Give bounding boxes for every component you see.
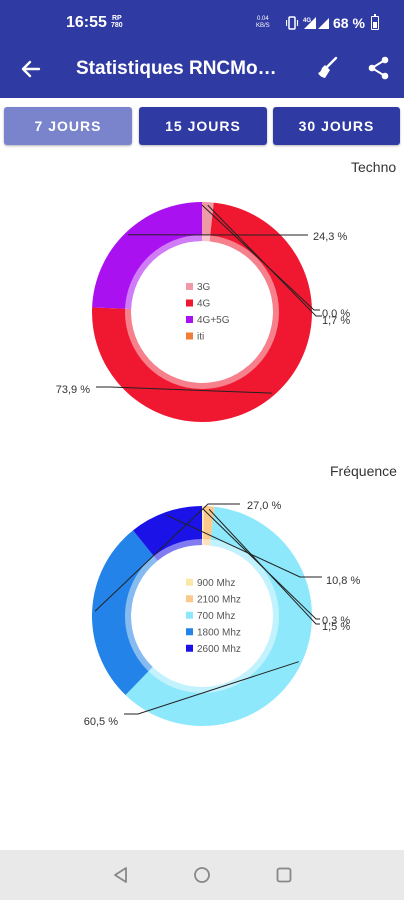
- battery-percent: 68 %: [333, 15, 365, 31]
- status-icons: 4G: [286, 16, 329, 30]
- slice-3g: [202, 202, 214, 242]
- leader-line-4g: [96, 386, 272, 394]
- legend-swatch-4g-5g: [186, 316, 193, 323]
- donut-inner-ring: [125, 235, 279, 389]
- tab-15-jours[interactable]: 15 JOURS: [139, 107, 267, 145]
- techno-donut-chart: 3G 4G 4G+5G iti 1,7 % 73,9 % 24,3 % 0,0 %: [56, 202, 350, 423]
- chart-title-techno: Techno: [351, 159, 397, 175]
- legend-swatch-4g: [186, 299, 193, 307]
- chart-title-frequence: Fréquence: [330, 463, 397, 479]
- leader-line-2100-mhz: [208, 508, 320, 625]
- donut-inner-ring: [125, 539, 279, 693]
- legend-swatch-3g: [186, 283, 193, 290]
- status-time: 16:55: [66, 14, 107, 31]
- frequence-donut-chart: 900 Mhz 2100 Mhz 700 Mhz 1800 Mhz 2600 Mhz 0,…: [84, 500, 361, 728]
- slice-1800-mhz: [91, 530, 158, 696]
- legend-swatch-700-mhz: [186, 611, 193, 619]
- legend-swatch-2100-mhz: [186, 595, 193, 603]
- battery-icon: [371, 14, 379, 30]
- legend-label-1800-mhz: 1800 Mhz: [197, 627, 241, 638]
- tab-7-jours[interactable]: 7 JOURS: [4, 107, 132, 145]
- slice-4g: [91, 202, 312, 423]
- leader-line-900-mhz: [202, 508, 320, 620]
- legend-swatch-1800-mhz: [186, 628, 193, 636]
- home-circle-icon[interactable]: [193, 866, 211, 884]
- legend-label-2100-mhz: 2100 Mhz: [197, 594, 241, 605]
- legend-label-3g: 3G: [197, 282, 211, 293]
- svg-text:4G: 4G: [303, 18, 311, 24]
- value-label-900-mhz: 0,3 %: [322, 615, 350, 627]
- back-triangle-icon[interactable]: [112, 866, 130, 884]
- legend-label-700-mhz: 700 Mhz: [197, 611, 235, 622]
- signal-4g-icon: 4G: [303, 17, 316, 29]
- network-speed: 0.04 KB/S: [256, 16, 270, 30]
- value-label-2100-mhz: 1,5 %: [322, 621, 350, 633]
- status-bar: 16:55 RP 780 0.04 KB/S 4G 68 %: [0, 0, 404, 40]
- speed-unit: KB/S: [256, 23, 270, 29]
- speed-value: 0.04: [257, 16, 269, 22]
- recents-square-icon[interactable]: [275, 866, 293, 884]
- legend-label-4g: 4G: [197, 299, 211, 310]
- value-label-3g: 1,7 %: [322, 315, 350, 327]
- slice-2100-mhz: [203, 506, 215, 546]
- rp-indicator: RP 780: [111, 15, 123, 29]
- value-label-2600-mhz: 10,8 %: [326, 575, 360, 587]
- system-nav-bar: [0, 850, 404, 900]
- legend-swatch-iti: [186, 332, 193, 340]
- rp-line2: 780: [111, 22, 123, 29]
- legend-swatch-900-mhz: [186, 578, 193, 586]
- leader-line-3g: [207, 204, 322, 317]
- signal-icon: [318, 18, 329, 29]
- value-label-4g: 73,9 %: [56, 384, 90, 396]
- rp-line1: RP: [111, 15, 122, 22]
- leader-line-2600-mhz: [166, 514, 322, 578]
- leader-line-700-mhz: [124, 661, 299, 715]
- legend-label-4g-5g: 4G+5G: [197, 315, 230, 326]
- legend-label-iti: iti: [197, 332, 204, 343]
- value-label-1800-mhz: 27,0 %: [247, 500, 281, 512]
- legend-label-2600-mhz: 2600 Mhz: [197, 644, 241, 655]
- slice-2600-mhz: [133, 506, 202, 561]
- tab-30-jours[interactable]: 30 JOURS: [273, 107, 400, 145]
- page-title: Statistiques RNCMo…: [76, 58, 277, 79]
- period-tabs: 7 JOURS 15 JOURS 30 JOURS: [0, 98, 404, 154]
- slice-900-mhz: [202, 506, 205, 546]
- leader-line-1800-mhz: [94, 503, 240, 612]
- value-label-iti: 0,0 %: [322, 308, 350, 320]
- arrow-left-icon[interactable]: [18, 56, 44, 82]
- legend-label-900-mhz: 900 Mhz: [197, 578, 235, 589]
- slice-4g-5g: [92, 202, 202, 309]
- leader-line-iti: [201, 204, 320, 311]
- slice-700-mhz: [125, 506, 312, 726]
- legend-swatch-2600-mhz: [186, 644, 193, 652]
- value-label-4g-5g: 24,3 %: [313, 231, 347, 243]
- vibrate-icon: [286, 16, 299, 30]
- broom-icon[interactable]: [314, 55, 340, 81]
- value-label-700-mhz: 60,5 %: [84, 716, 118, 728]
- share-icon[interactable]: [366, 55, 392, 81]
- app-bar: Statistiques RNCMo…: [0, 40, 404, 98]
